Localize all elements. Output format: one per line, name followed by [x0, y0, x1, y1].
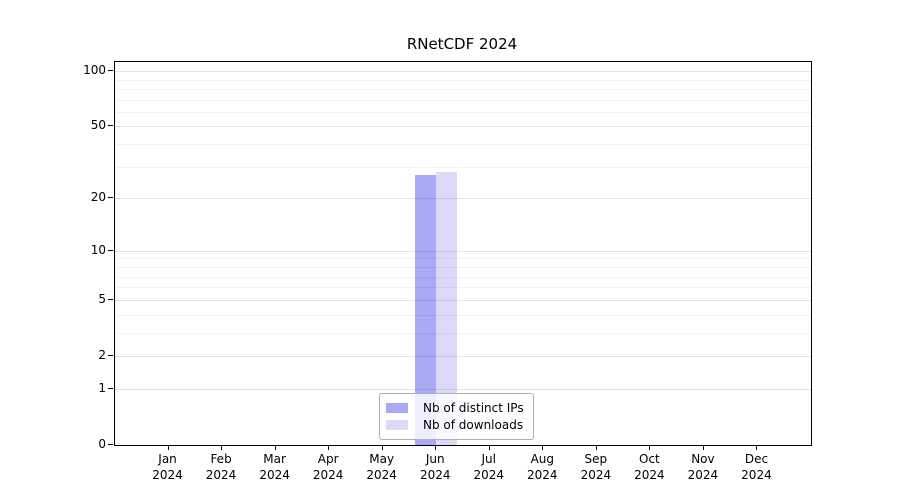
- gridline-major: [115, 198, 811, 200]
- y-axis-tick-label: 50: [90, 118, 106, 133]
- x-axis-tick-label: May 2024: [352, 451, 412, 483]
- x-axis-tick-label: Mar 2024: [245, 451, 305, 483]
- y-axis-tick: [108, 125, 113, 127]
- gridline-minor: [115, 314, 811, 316]
- x-axis-tick: [649, 445, 651, 450]
- x-axis-tick: [221, 445, 223, 450]
- legend: Nb of distinct IPs Nb of downloads: [379, 393, 534, 440]
- x-axis-month: Feb: [210, 452, 232, 466]
- legend-item-nb-of-distinct-ips: Nb of distinct IPs: [386, 400, 524, 416]
- y-axis-tick-label: 100: [83, 63, 106, 78]
- x-axis-tick-label: Jun 2024: [405, 451, 465, 483]
- gridline-major: [115, 71, 811, 73]
- x-axis-month: Apr: [317, 452, 339, 466]
- x-axis-year: 2024: [741, 468, 772, 482]
- x-axis-year: 2024: [580, 468, 612, 482]
- x-axis-tick: [756, 445, 758, 450]
- gridline-minor: [115, 144, 811, 146]
- gridline-minor: [115, 332, 811, 334]
- y-axis-tick: [108, 298, 113, 300]
- x-axis-tick: [381, 445, 383, 450]
- x-axis-month: Aug: [530, 452, 555, 466]
- x-axis-tick-label: Apr 2024: [298, 451, 358, 483]
- x-axis-month: May: [369, 452, 395, 466]
- gridline-minor: [115, 266, 811, 268]
- y-axis-tick-label: 5: [98, 291, 106, 306]
- bar-nb-of-downloads: [436, 172, 458, 445]
- x-axis-year: 2024: [634, 468, 665, 482]
- x-axis-year: 2024: [687, 468, 719, 482]
- legend-swatch: [386, 420, 408, 430]
- x-axis-tick: [435, 445, 437, 450]
- x-axis-tick: [702, 445, 704, 450]
- gridline-major: [115, 250, 811, 252]
- plot-area: Nb of distinct IPs Nb of downloads: [114, 61, 812, 446]
- gridline-minor: [115, 287, 811, 289]
- x-axis-year: 2024: [152, 468, 183, 482]
- gridline-major: [115, 355, 811, 357]
- x-axis-month: Dec: [744, 452, 769, 466]
- gridline-major: [115, 388, 811, 390]
- y-axis-tick-label: 0: [98, 437, 106, 451]
- x-axis-tick: [542, 445, 544, 450]
- gridline-minor: [115, 111, 811, 113]
- legend-swatch: [386, 403, 408, 413]
- x-axis-year: 2024: [473, 468, 505, 482]
- x-axis-month: Sep: [584, 452, 608, 466]
- legend-label: Nb of downloads: [423, 418, 524, 432]
- gridline-minor: [115, 99, 811, 101]
- y-axis-tick-label: 2: [98, 347, 106, 362]
- x-axis-year: 2024: [205, 468, 237, 482]
- x-axis-month: Jan: [158, 452, 177, 466]
- x-axis-year: 2024: [312, 468, 344, 482]
- y-axis-tick: [108, 249, 113, 251]
- y-axis-tick: [108, 354, 113, 356]
- gridline-minor: [115, 166, 811, 168]
- gridline-minor: [115, 276, 811, 278]
- y-axis-tick: [108, 444, 113, 445]
- gridline-major: [115, 299, 811, 301]
- x-axis-tick-label: Feb 2024: [191, 451, 251, 483]
- x-axis-year: 2024: [527, 468, 558, 482]
- gridline-minor: [115, 258, 811, 260]
- x-axis-tick-label: Oct 2024: [619, 451, 679, 483]
- x-axis-tick-label: Sep 2024: [566, 451, 626, 483]
- x-axis-tick: [167, 445, 169, 450]
- legend-item-nb-of-downloads: Nb of downloads: [386, 417, 524, 433]
- x-axis-tick: [274, 445, 276, 450]
- x-axis-month: Jun: [425, 452, 445, 466]
- x-axis-tick-label: Aug 2024: [512, 451, 572, 483]
- y-axis-tick-label: 20: [90, 190, 106, 205]
- y-axis-tick-label: 1: [98, 380, 106, 395]
- x-axis-tick: [595, 445, 597, 450]
- y-axis-tick: [108, 197, 113, 199]
- y-axis-tick: [108, 387, 113, 389]
- legend-label: Nb of distinct IPs: [423, 401, 524, 415]
- gridline-major: [115, 126, 811, 128]
- y-axis-tick-label: 10: [90, 242, 106, 257]
- x-axis-tick-label: Jan 2024: [138, 451, 198, 483]
- x-axis-year: 2024: [419, 468, 451, 482]
- x-axis-month: Oct: [639, 452, 660, 466]
- gridline-minor: [115, 88, 811, 90]
- x-axis-month: Mar: [263, 452, 286, 466]
- x-axis-tick-label: Jul 2024: [459, 451, 519, 483]
- gridline-minor: [115, 79, 811, 81]
- y-axis-tick: [108, 70, 113, 72]
- x-axis-tick-label: Nov 2024: [673, 451, 733, 483]
- x-axis-year: 2024: [259, 468, 290, 482]
- x-axis-year: 2024: [366, 468, 397, 482]
- x-axis-month: Nov: [691, 452, 715, 466]
- x-axis-tick: [488, 445, 490, 450]
- x-axis-month: Jul: [481, 452, 496, 466]
- x-axis-tick-label: Dec 2024: [726, 451, 786, 483]
- x-axis-tick: [328, 445, 330, 450]
- bar-nb-of-distinct-ips: [415, 175, 437, 445]
- chart-title: RNetCDF 2024: [406, 35, 518, 53]
